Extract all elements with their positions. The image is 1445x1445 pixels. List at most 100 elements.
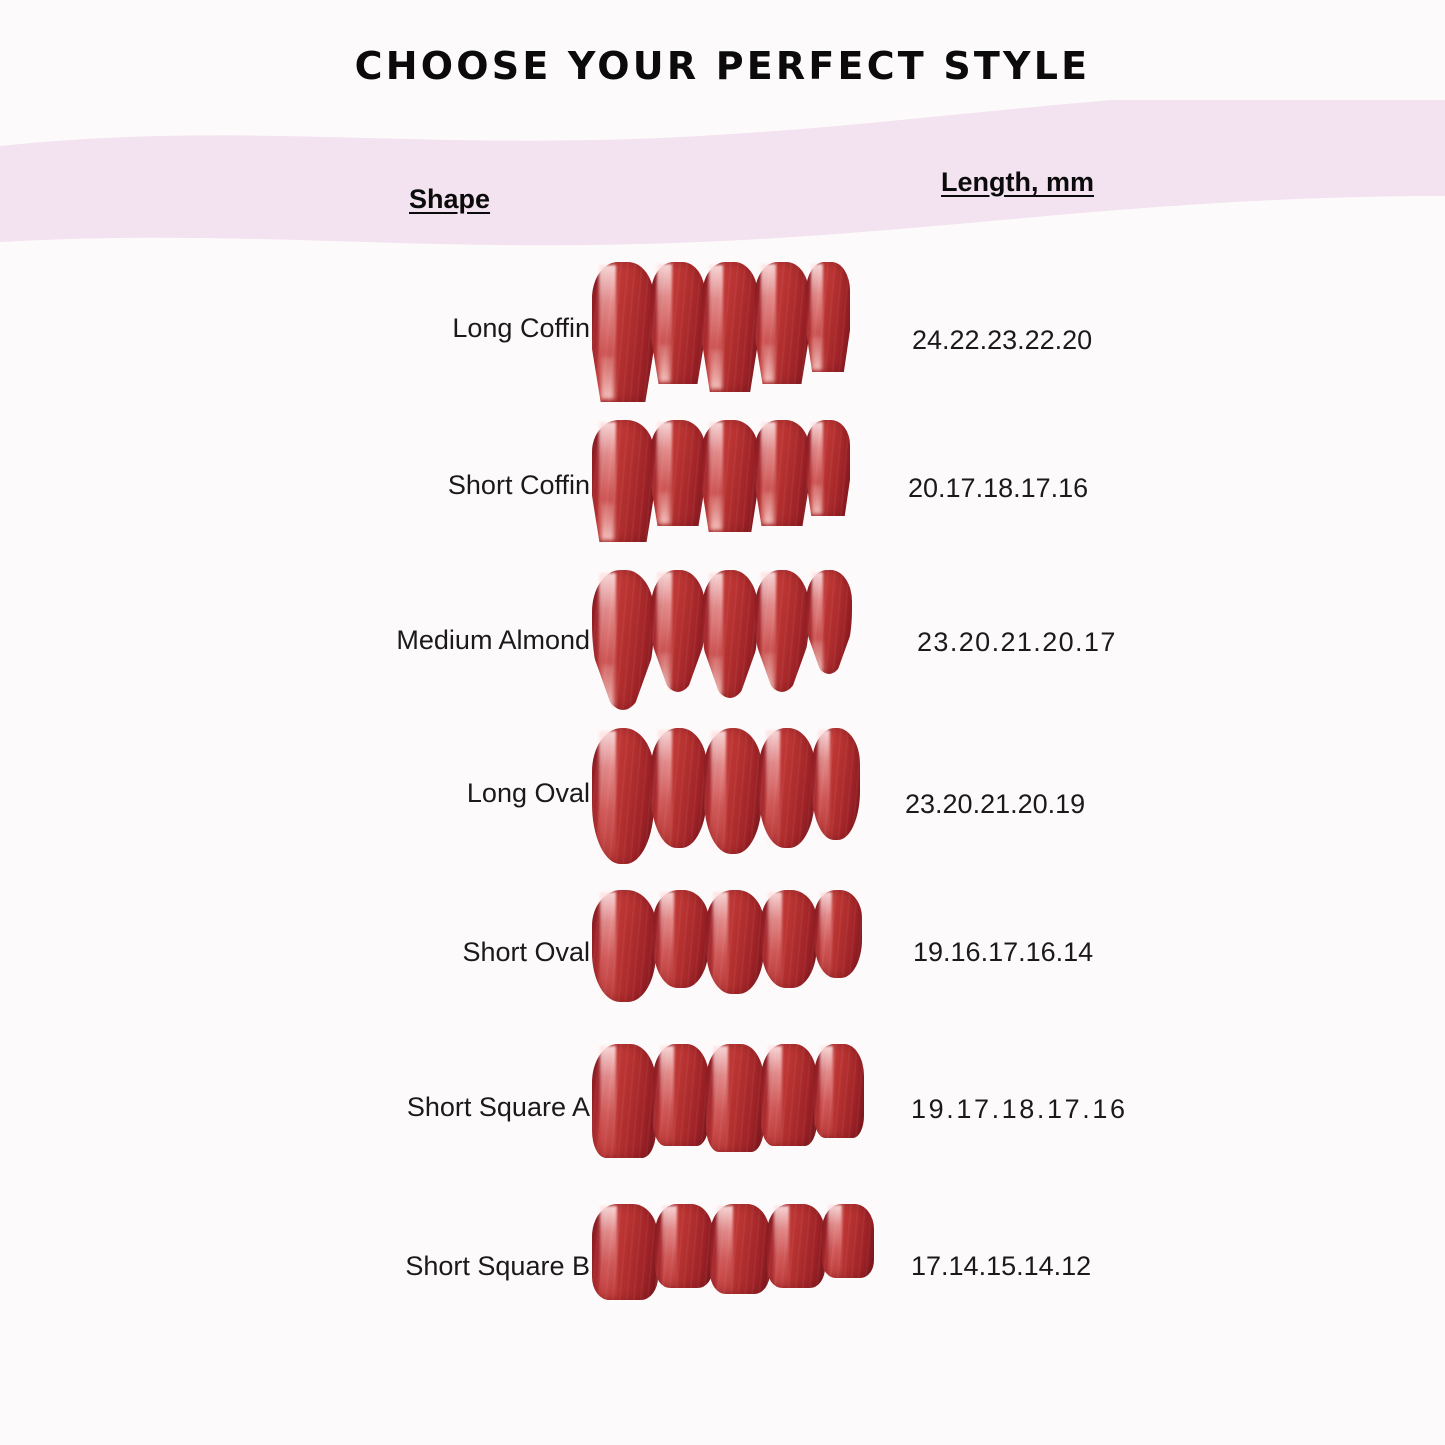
length-value: 17.14.15.14.12	[911, 1251, 1092, 1281]
length-value: 23.20.21.20.17	[917, 627, 1117, 657]
surface-streaks	[710, 1204, 770, 1294]
shape-label: Short Square B	[405, 1251, 590, 1281]
nail-shape-sample-square	[592, 1204, 874, 1300]
gloss-highlight	[599, 892, 617, 1000]
nail-3	[702, 262, 758, 392]
nail-1	[592, 890, 656, 1002]
surface-streaks	[702, 570, 758, 698]
nail-5	[806, 570, 852, 674]
nail-2	[653, 1044, 709, 1146]
nail-4	[755, 262, 809, 384]
gloss-highlight	[717, 1205, 733, 1293]
nail-1	[592, 420, 654, 542]
nail-3	[704, 728, 762, 854]
gloss-highlight	[811, 264, 823, 370]
nail-3	[706, 1044, 764, 1152]
gloss-highlight	[761, 422, 776, 524]
surface-streaks	[761, 1044, 817, 1146]
shape-label: Long Oval	[466, 778, 590, 808]
surface-streaks	[592, 1204, 658, 1300]
nail-3	[706, 890, 764, 994]
nail-4	[767, 1204, 825, 1288]
surface-streaks	[704, 728, 762, 854]
tip-highlight	[658, 492, 671, 524]
page-title: CHOOSE YOUR PERFECT STYLE	[354, 44, 1091, 88]
gloss-highlight	[657, 730, 673, 846]
gloss-highlight	[657, 422, 672, 524]
gloss-highlight	[599, 1205, 618, 1299]
gloss-highlight	[708, 422, 724, 530]
gloss-highlight	[820, 1045, 833, 1137]
table-row: Short Square B 17.14.15.14.12	[0, 1204, 1445, 1354]
tip-highlight	[600, 665, 615, 708]
tip-highlight	[762, 652, 775, 690]
gloss-highlight	[657, 572, 672, 690]
gloss-highlight	[828, 1205, 842, 1277]
surface-streaks	[702, 420, 758, 532]
table-row: Long Coffin 24.22.23.22.20	[0, 262, 1445, 412]
gloss-highlight	[773, 1205, 790, 1287]
surface-streaks	[653, 1044, 709, 1146]
gloss-highlight	[599, 730, 616, 862]
gloss-highlight	[708, 572, 724, 696]
tip-highlight	[709, 496, 723, 530]
gloss-highlight	[765, 730, 781, 846]
column-header-length: Length, mm	[941, 167, 1094, 197]
tip-highlight	[812, 485, 822, 515]
nail-3	[702, 420, 758, 532]
nail-4	[755, 570, 809, 692]
length-value: 20.17.18.17.16	[908, 473, 1089, 503]
surface-streaks	[761, 890, 817, 988]
tip-highlight	[762, 492, 775, 524]
nail-5	[812, 728, 860, 840]
gloss-highlight	[712, 1046, 729, 1150]
tip-highlight	[658, 652, 671, 690]
surface-streaks	[653, 890, 709, 988]
surface-streaks	[651, 728, 707, 848]
nail-5	[806, 262, 850, 372]
tip-highlight	[812, 336, 822, 370]
shape-label: Short Square A	[406, 1092, 590, 1122]
nail-2	[651, 570, 705, 692]
nail-4	[761, 1044, 817, 1146]
surface-streaks	[806, 262, 850, 372]
surface-streaks	[702, 262, 758, 392]
nail-1	[592, 1044, 656, 1158]
nail-4	[759, 728, 815, 848]
surface-streaks	[592, 1044, 656, 1158]
nail-shape-sample-coffin	[592, 262, 850, 402]
nail-5	[814, 890, 862, 978]
surface-streaks	[592, 262, 654, 402]
nail-1	[592, 262, 654, 402]
gloss-highlight	[659, 1046, 675, 1144]
gloss-highlight	[657, 264, 672, 382]
surface-streaks	[755, 262, 809, 384]
nail-2	[651, 728, 707, 848]
surface-streaks	[767, 1204, 825, 1288]
nail-2	[655, 1204, 713, 1288]
surface-streaks	[651, 262, 705, 384]
table-row: Short Oval 19.16.17.16.14	[0, 890, 1445, 1040]
surface-streaks	[592, 420, 654, 542]
surface-streaks	[806, 420, 850, 516]
gloss-highlight	[811, 572, 824, 672]
gloss-highlight	[761, 264, 776, 382]
table-row: Medium Almond 23.20.21.20.17	[0, 570, 1445, 720]
surface-streaks	[812, 728, 860, 840]
gloss-highlight	[811, 421, 823, 515]
nail-4	[761, 890, 817, 988]
length-value: 19.17.18.17.16	[911, 1094, 1128, 1124]
nail-3	[702, 570, 758, 698]
nail-shape-sample-almond	[592, 570, 852, 710]
surface-streaks	[651, 570, 705, 692]
tip-highlight	[709, 657, 723, 696]
gloss-highlight	[708, 264, 724, 390]
length-value: 23.20.21.20.19	[905, 789, 1086, 819]
shape-label: Short Coffin	[447, 470, 590, 500]
surface-streaks	[706, 890, 764, 994]
length-value: 19.16.17.16.14	[913, 937, 1094, 967]
nail-2	[651, 420, 705, 526]
gloss-highlight	[817, 730, 831, 838]
nail-1	[592, 728, 654, 864]
